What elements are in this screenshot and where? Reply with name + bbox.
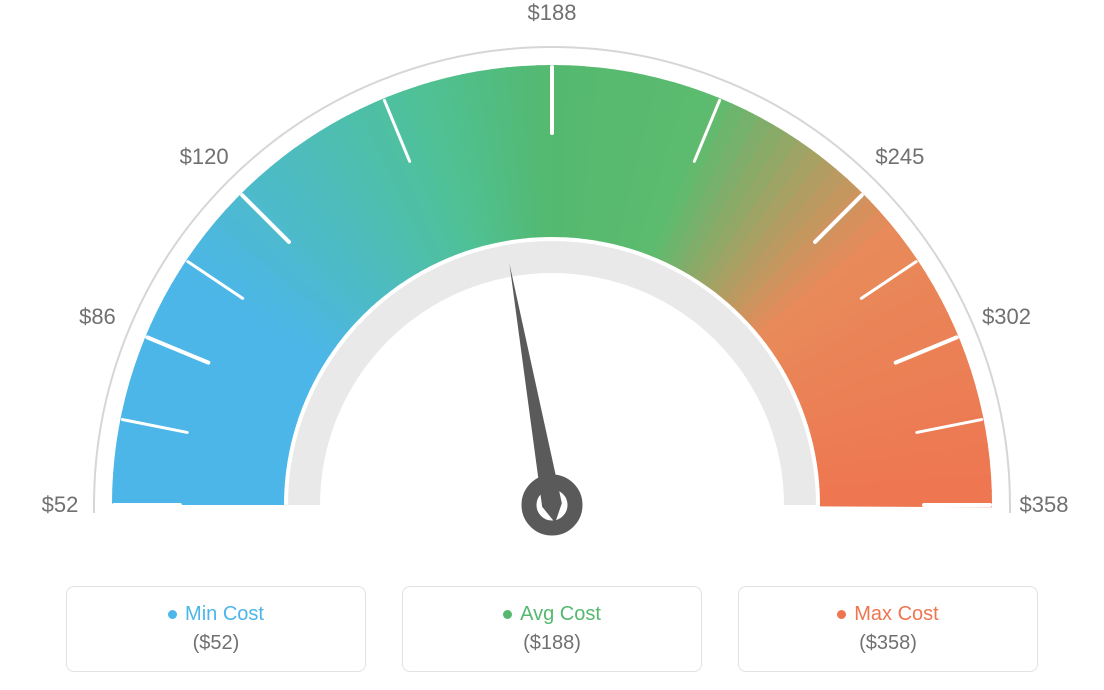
gauge-chart: $52 $86 $120 $188 $245 $302 $358	[0, 0, 1104, 560]
legend-card-min: Min Cost ($52)	[66, 586, 366, 672]
legend-title-avg: Avg Cost	[503, 603, 601, 626]
gauge-svg	[0, 0, 1104, 560]
legend-label-min: Min Cost	[185, 603, 264, 626]
legend-card-avg: Avg Cost ($188)	[402, 586, 702, 672]
legend-value-avg: ($188)	[523, 632, 581, 655]
legend-title-min: Min Cost	[168, 603, 264, 626]
legend-value-max: ($358)	[859, 632, 917, 655]
gauge-tick-label: $52	[42, 492, 79, 518]
gauge-tick-label: $120	[180, 144, 229, 170]
legend-dot-max	[837, 610, 846, 619]
legend-label-max: Max Cost	[854, 603, 938, 626]
legend-title-max: Max Cost	[837, 603, 938, 626]
legend-dot-avg	[503, 610, 512, 619]
legend-label-avg: Avg Cost	[520, 603, 601, 626]
legend-dot-min	[168, 610, 177, 619]
gauge-tick-label: $358	[1020, 492, 1069, 518]
gauge-tick-label: $302	[982, 304, 1031, 330]
gauge-tick-label: $245	[875, 144, 924, 170]
gauge-tick-label: $86	[79, 304, 116, 330]
legend-value-min: ($52)	[193, 632, 240, 655]
legend-card-max: Max Cost ($358)	[738, 586, 1038, 672]
gauge-tick-label: $188	[528, 0, 577, 26]
legend-row: Min Cost ($52) Avg Cost ($188) Max Cost …	[0, 586, 1104, 672]
